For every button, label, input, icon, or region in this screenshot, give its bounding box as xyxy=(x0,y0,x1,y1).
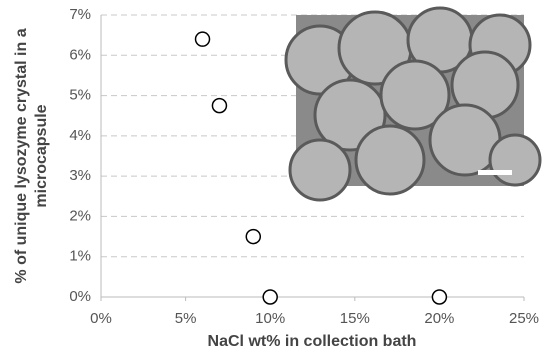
x-axis-title: NaCl wt% in collection bath xyxy=(208,333,417,350)
x-tick-label: 15% xyxy=(340,310,370,327)
data-point xyxy=(263,290,277,304)
chart: NaCl wt% in collection bath % of unique … xyxy=(0,0,544,354)
x-tick-label: 10% xyxy=(255,310,285,327)
data-point xyxy=(246,230,260,244)
y-tick-label: 7% xyxy=(69,6,91,23)
data-point xyxy=(212,99,226,113)
data-point xyxy=(196,32,210,46)
y-tick-label: 4% xyxy=(69,127,91,144)
y-tick-label: 0% xyxy=(69,288,91,305)
y-tick-label: 3% xyxy=(69,167,91,184)
y-tick-label: 5% xyxy=(69,87,91,104)
x-tick-label: 20% xyxy=(424,310,454,327)
data-point xyxy=(432,290,446,304)
y-tick-label: 2% xyxy=(69,207,91,224)
y-tick-label: 1% xyxy=(69,248,91,265)
x-tick-label: 0% xyxy=(90,310,112,327)
y-axis-title: microcapsule xyxy=(33,104,50,207)
x-tick-label: 5% xyxy=(175,310,197,327)
x-tick-label: 25% xyxy=(509,310,539,327)
inset-micrograph xyxy=(286,8,540,200)
y-axis-title: % of unique lysozyme crystal in a xyxy=(13,28,30,283)
y-tick-label: 6% xyxy=(69,46,91,63)
